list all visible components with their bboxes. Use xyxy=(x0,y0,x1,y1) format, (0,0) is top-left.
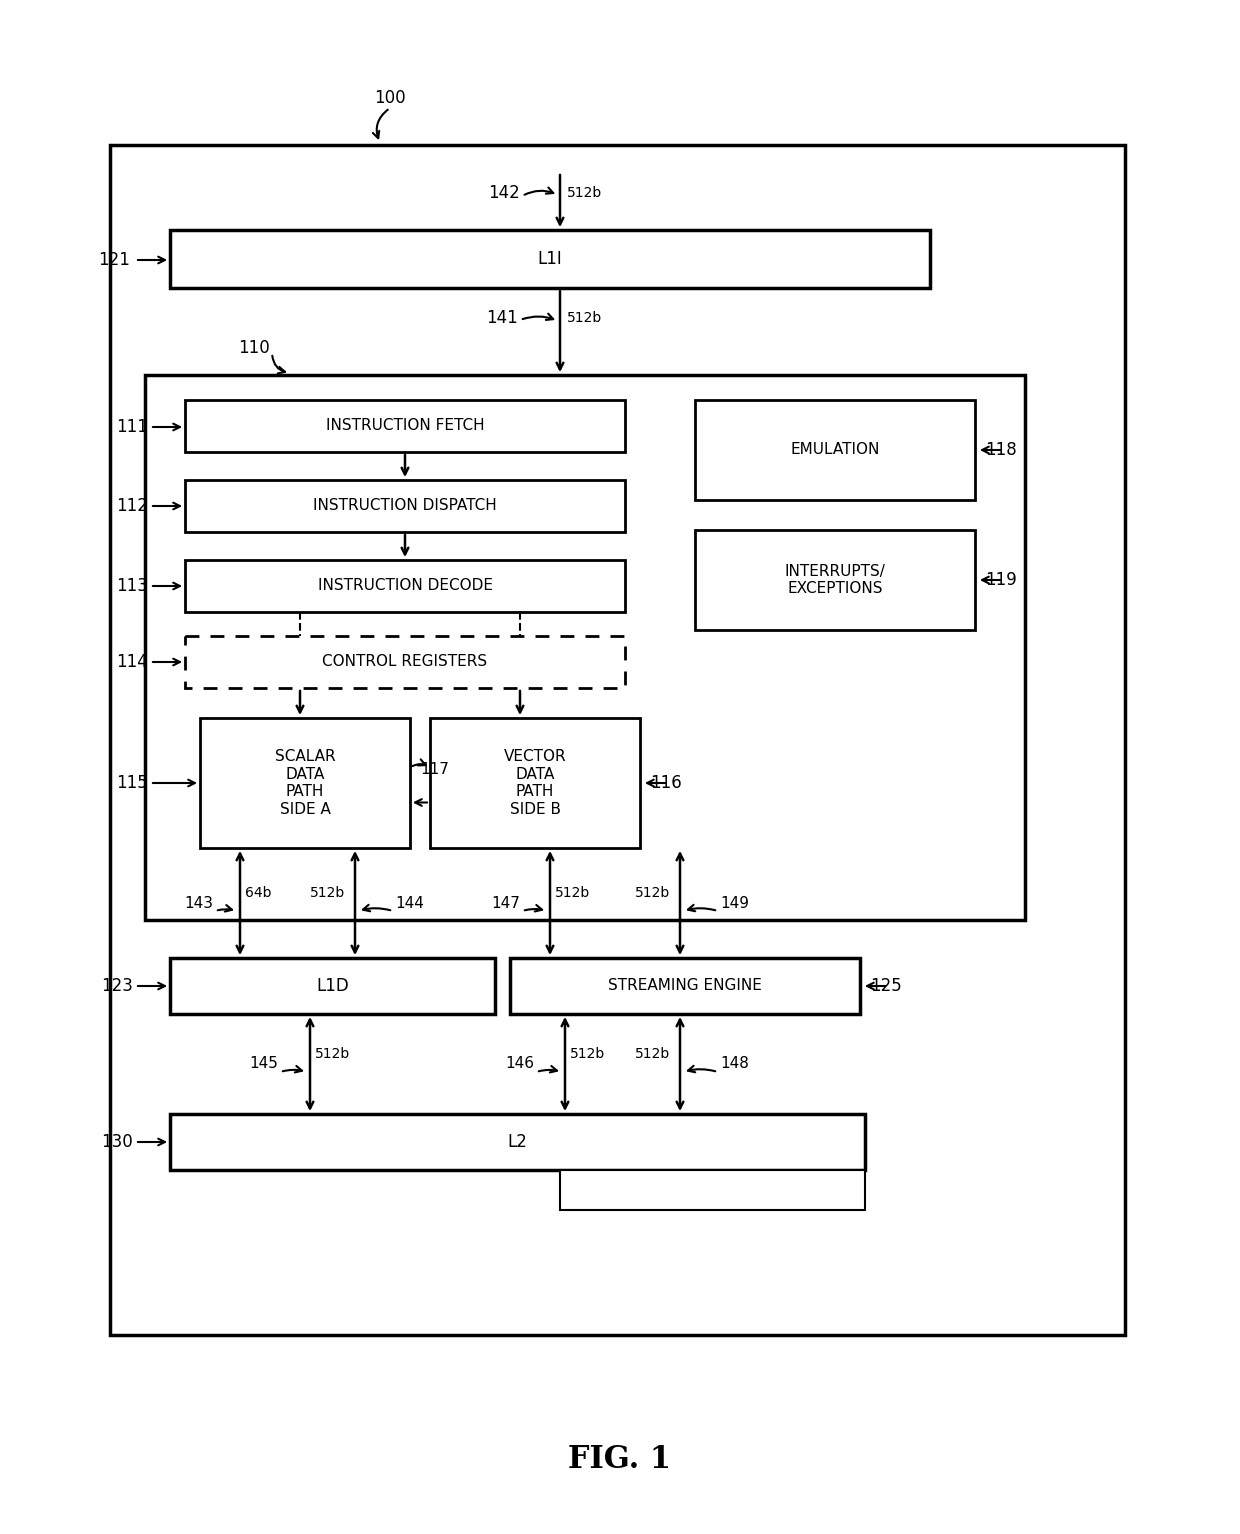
Text: STREAMING ENGINE: STREAMING ENGINE xyxy=(608,979,761,994)
Text: 123: 123 xyxy=(102,977,133,996)
Bar xyxy=(510,959,861,1014)
Bar xyxy=(170,1114,866,1170)
Text: 112: 112 xyxy=(117,497,148,515)
Bar xyxy=(560,1170,866,1210)
Text: 144: 144 xyxy=(396,896,424,911)
Text: 64b: 64b xyxy=(246,887,272,900)
Text: 141: 141 xyxy=(486,308,518,327)
Text: 118: 118 xyxy=(985,440,1017,459)
Bar xyxy=(694,400,975,500)
Text: FIG. 1: FIG. 1 xyxy=(568,1445,672,1476)
Text: 111: 111 xyxy=(117,417,148,436)
Bar xyxy=(430,718,640,848)
Text: L1D: L1D xyxy=(316,977,348,996)
Text: 125: 125 xyxy=(870,977,901,996)
Text: 113: 113 xyxy=(117,577,148,595)
Text: EMULATION: EMULATION xyxy=(790,442,879,457)
Text: 148: 148 xyxy=(720,1057,749,1072)
Bar xyxy=(145,374,1025,920)
Text: 114: 114 xyxy=(117,653,148,670)
Text: CONTROL REGISTERS: CONTROL REGISTERS xyxy=(322,655,487,669)
Text: 115: 115 xyxy=(117,775,148,792)
Text: 512b: 512b xyxy=(556,887,590,900)
Bar xyxy=(185,400,625,453)
Text: 147: 147 xyxy=(491,896,520,911)
Text: INSTRUCTION FETCH: INSTRUCTION FETCH xyxy=(326,419,485,434)
Text: INSTRUCTION DISPATCH: INSTRUCTION DISPATCH xyxy=(314,499,497,514)
Text: 146: 146 xyxy=(505,1057,534,1072)
Text: 121: 121 xyxy=(98,252,130,268)
Bar xyxy=(185,480,625,532)
Text: 512b: 512b xyxy=(570,1048,605,1062)
Text: 512b: 512b xyxy=(567,186,603,199)
Text: 130: 130 xyxy=(102,1134,133,1150)
Text: 145: 145 xyxy=(249,1057,278,1072)
Bar xyxy=(185,637,625,689)
Text: 119: 119 xyxy=(985,571,1017,589)
Text: 512b: 512b xyxy=(635,887,671,900)
Text: SCALAR
DATA
PATH
SIDE A: SCALAR DATA PATH SIDE A xyxy=(275,750,335,816)
Bar xyxy=(170,230,930,288)
Text: VECTOR
DATA
PATH
SIDE B: VECTOR DATA PATH SIDE B xyxy=(503,750,567,816)
Text: 110: 110 xyxy=(238,339,270,357)
Bar xyxy=(200,718,410,848)
Text: 117: 117 xyxy=(420,762,449,778)
Text: 142: 142 xyxy=(489,184,520,202)
Bar xyxy=(110,146,1125,1335)
Text: INSTRUCTION DECODE: INSTRUCTION DECODE xyxy=(317,578,492,594)
Text: 512b: 512b xyxy=(635,1048,671,1062)
Text: 512b: 512b xyxy=(567,311,603,325)
Text: 512b: 512b xyxy=(315,1048,350,1062)
Text: INTERRUPTS/
EXCEPTIONS: INTERRUPTS/ EXCEPTIONS xyxy=(785,565,885,597)
Text: 116: 116 xyxy=(650,775,682,792)
Text: L2: L2 xyxy=(507,1134,527,1150)
Text: 143: 143 xyxy=(184,896,213,911)
Text: 512b: 512b xyxy=(310,887,345,900)
Bar xyxy=(694,531,975,630)
Text: L1I: L1I xyxy=(538,250,563,268)
Bar xyxy=(185,560,625,612)
Bar xyxy=(170,959,495,1014)
Text: 149: 149 xyxy=(720,896,749,911)
Text: 100: 100 xyxy=(374,89,405,107)
